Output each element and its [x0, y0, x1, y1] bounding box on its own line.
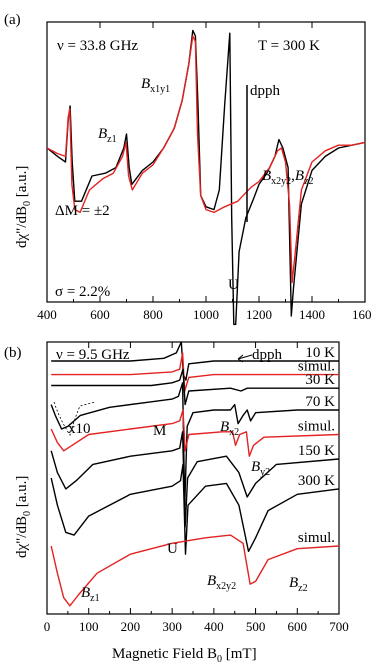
series-line-1 [46, 35, 366, 284]
series-line-3 [50, 382, 339, 506]
panel-b-label: (b) [4, 345, 22, 361]
series-name-label: 300 K [298, 473, 335, 489]
panel-b-by2-label: By2 [251, 459, 270, 478]
xb-unit: [mT] [222, 646, 257, 662]
bx1y1-subscript: x1y1 [150, 84, 170, 95]
b-bx2-symbol: B [220, 419, 229, 435]
series-line-2 [51, 368, 339, 406]
panel-b-bz1-label: Bz1 [81, 585, 100, 604]
xb-main: Magnetic Field B [112, 646, 217, 662]
panel-b-x10-curve [53, 401, 96, 436]
panel-a-y-axis-label: dχ"/dB0 [a.u.] [14, 166, 33, 248]
panel-a-bx1y1-label: Bx1y1 [141, 76, 170, 95]
panel-a-bz1-label: Bz1 [98, 126, 117, 145]
yb-unit: [a.u.] [14, 476, 30, 511]
x-tick-label: 800 [143, 307, 163, 322]
series-name-label: 10 K [305, 345, 335, 361]
panel-b-x10-label: x10 [68, 421, 91, 437]
panel-a-label: (a) [4, 12, 21, 28]
panel-b-u-label: U [167, 541, 178, 557]
bx2y2-subscript: x2y2 [271, 176, 291, 187]
bz2-symbol: B [295, 168, 304, 184]
panel-a-x-ticks: 400 600 800 1000 1200 1400 1600 [37, 22, 372, 322]
panel-b-y-axis-label: dχ"/dB0 [a.u.] [14, 476, 33, 558]
x-tick-label: 700 [329, 619, 349, 634]
bx2y2-symbol: B [262, 168, 271, 184]
series-name-label: simul. [298, 418, 335, 434]
b-by2-symbol: B [251, 459, 260, 475]
panel-a-bx2y2-bz2-label: Bx2y2,Bz2 [262, 168, 314, 187]
b-bz2-subscript: z2 [298, 583, 307, 594]
panel-a-u-label: U [228, 277, 239, 293]
panel-b-bx2y2-label: Bx2y2 [207, 573, 236, 592]
panel-a-dm-label: ΔM = ±2 [55, 203, 110, 219]
panel-b-bz2-label: Bz2 [289, 575, 308, 594]
panel-a-series [46, 29, 366, 326]
bz2-subscript: z2 [304, 176, 313, 187]
panel-a: (a) 400 600 800 1000 1200 1400 1600 ν = 33.8 G… [4, 12, 372, 326]
panel-b-frame [46, 341, 340, 615]
panel-b-bx2-label: Bx2 [220, 419, 239, 438]
panel-b-x-axis-label: Magnetic Field B0 [mT] [112, 646, 257, 665]
ya-main: dχ"/dB [14, 206, 30, 248]
x-tick-label: 100 [79, 619, 99, 634]
panel-b-m-label: M [153, 423, 166, 439]
x-tick-label: 200 [121, 619, 141, 634]
label-separator: , [291, 168, 295, 184]
series-name-label: simul. [298, 359, 335, 375]
series-line-4 [50, 409, 340, 457]
x-tick-label: 400 [37, 307, 57, 322]
xb-sub: 0 [217, 654, 222, 665]
b-bx2-subscript: x2 [229, 427, 239, 438]
series-line-6 [50, 463, 340, 555]
b-by2-subscript: y2 [260, 467, 270, 478]
panel-a-sigma-label: σ = 2.2% [55, 284, 110, 300]
panel-b-x-ticks: 0 100 200 300 400 500 600 700 [44, 342, 349, 634]
x-tick-label: 300 [162, 619, 182, 634]
panel-b-series [50, 341, 340, 607]
x-tick-label: 400 [204, 619, 224, 634]
x-tick-label: 600 [90, 307, 110, 322]
panel-a-frequency: ν = 33.8 GHz [57, 38, 138, 54]
b-bx2y2-subscript: x2y2 [216, 581, 236, 592]
x-tick-label: 1400 [299, 307, 325, 322]
series-name-label: 30 K [305, 372, 335, 388]
panel-b-frequency: ν = 9.5 GHz [56, 347, 130, 363]
x-tick-label: 0 [44, 619, 51, 634]
ya-unit: [a.u.] [14, 166, 30, 201]
b-bx2y2-symbol: B [207, 573, 216, 589]
series-line-0 [46, 29, 366, 326]
b-bz2-symbol: B [289, 575, 298, 591]
series-line-1 [51, 352, 339, 392]
x-tick-label: 1200 [246, 307, 272, 322]
panel-a-dpph-label: dpph [250, 83, 281, 99]
series-line-7 [50, 534, 340, 607]
x-tick-label: 1000 [193, 307, 219, 322]
panel-a-frame [46, 21, 366, 303]
panel-b: (b) 0 100 200 300 400 500 600 700 10 Ksimul.30 … [4, 341, 349, 665]
ya-sub: 0 [22, 201, 33, 206]
b-bz1-subscript: z1 [90, 593, 99, 604]
x-tick-label: 1600 [352, 307, 372, 322]
bx1y1-symbol: B [141, 76, 150, 92]
yb-main: dχ"/dB [14, 516, 30, 558]
panel-b-dpph-arrow [237, 354, 253, 363]
series-name-label: 70 K [305, 394, 335, 410]
series-name-label: simul. [298, 530, 335, 546]
b-bz1-symbol: B [81, 585, 90, 601]
series-name-label: 150 K [298, 443, 335, 459]
x-tick-label: 600 [288, 619, 308, 634]
panel-a-temperature: T = 300 K [258, 38, 320, 54]
panel-b-dpph-label: dpph [252, 347, 283, 363]
x-tick-label: 500 [246, 619, 266, 634]
bz1-subscript: z1 [107, 134, 116, 145]
bz1-symbol: B [98, 126, 107, 142]
yb-sub: 0 [22, 511, 33, 516]
